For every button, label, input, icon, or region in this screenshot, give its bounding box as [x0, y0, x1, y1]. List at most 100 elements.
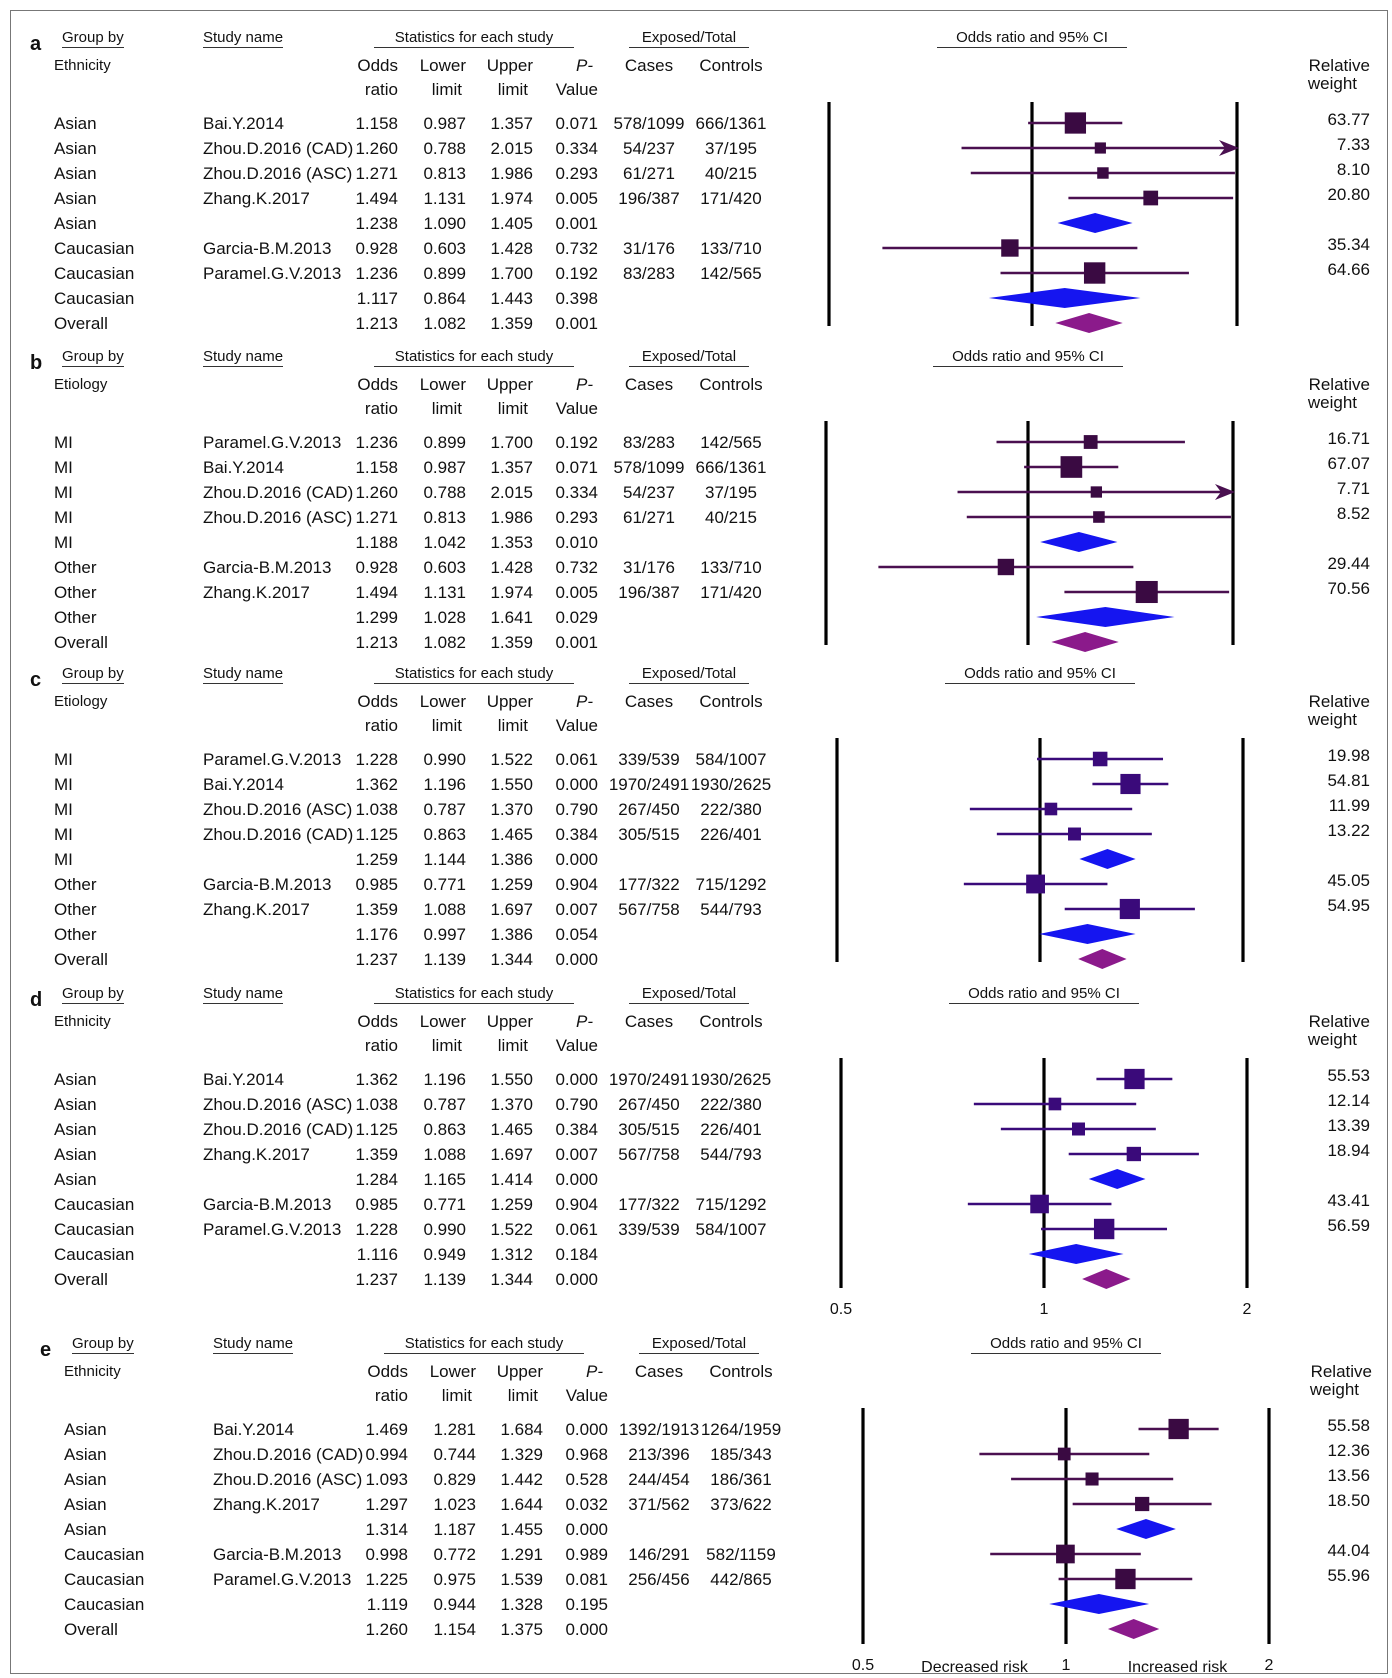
odds-ratio-cell: 1.117 [356, 289, 398, 308]
cases-cell: 305/515 [618, 825, 680, 844]
subtotal-diamond [1079, 849, 1136, 869]
relative-weight-cell: 13.39 [1327, 1116, 1370, 1135]
exposed-total-header: Exposed/Total [629, 349, 749, 367]
controls-cell: 1264/1959 [700, 1420, 782, 1439]
relative-weight-cell: 20.80 [1327, 185, 1370, 204]
p-value-cell: 0.061 [555, 1220, 598, 1239]
lower-limit-cell: 0.744 [433, 1445, 476, 1464]
lower-limit-cell: 0.788 [423, 483, 466, 502]
cases-cell: 146/291 [628, 1545, 690, 1564]
relative-weight-cell: 63.77 [1327, 110, 1370, 129]
controls-cell: 226/401 [700, 825, 762, 844]
odds-header: Odds [357, 375, 398, 394]
controls-cell: 185/343 [710, 1445, 772, 1464]
upper-limit-cell: 1.359 [490, 314, 533, 333]
odds-ratio-cell: 1.213 [355, 633, 398, 652]
group-cell: Caucasian [54, 1195, 135, 1214]
cases-cell: 54/237 [623, 483, 675, 502]
upper-limit-header: limit [497, 80, 528, 99]
relative-weight-cell: 55.53 [1327, 1066, 1370, 1085]
group-by-header: Group by [62, 985, 124, 1004]
study-marker [1119, 898, 1140, 920]
relative-weight-cell: 45.05 [1327, 871, 1370, 890]
forest-plot-d [839, 1058, 1249, 1289]
odds-ratio-cell: 1.188 [355, 533, 398, 552]
study-name-cell: Paramel.G.V.2013 [203, 264, 342, 283]
odds-header: Odds [357, 692, 398, 711]
relative-weight-cell: 54.95 [1327, 896, 1370, 915]
upper-limit-cell: 1.357 [490, 114, 533, 133]
group-cell: Asian [54, 189, 97, 208]
p-value-cell: 0.081 [565, 1570, 608, 1589]
relative-header: Relative [1310, 1362, 1372, 1381]
or-ci-header: Odds ratio and 95% CI [933, 349, 1123, 367]
upper-limit-cell: 1.370 [490, 800, 533, 819]
panel-letter: b [30, 352, 43, 374]
value-header: Value [555, 399, 598, 418]
group-cell: Other [54, 558, 97, 577]
controls-cell: 133/710 [700, 239, 762, 258]
lower-limit-cell: 1.131 [423, 189, 466, 208]
study-marker [1056, 1544, 1075, 1564]
statistics-header: Statistics for each study [374, 349, 574, 367]
value-header: Value [555, 80, 598, 99]
p-value-cell: 0.000 [555, 1170, 598, 1189]
p-value-cell: 0.000 [555, 950, 598, 969]
lower-limit-cell: 1.131 [423, 583, 466, 602]
controls-cell: 442/865 [710, 1570, 772, 1589]
upper-limit-cell: 1.522 [490, 1220, 533, 1239]
subtotal-diamond [1057, 213, 1133, 233]
p-value-cell: 0.001 [555, 314, 598, 333]
lower-limit-cell: 0.987 [423, 114, 466, 133]
upper-limit-cell: 1.291 [500, 1545, 543, 1564]
odds-ratio-cell: 1.236 [355, 264, 398, 283]
p-header: P- [576, 692, 593, 711]
upper-limit-header: limit [507, 1386, 538, 1405]
statistics-header: Statistics for each study [374, 986, 574, 1004]
odds-ratio-cell: 1.469 [365, 1420, 408, 1439]
p-value-cell: 0.061 [555, 750, 598, 769]
relative-weight-cell: 54.81 [1327, 771, 1370, 790]
p-value-cell: 0.184 [555, 1245, 598, 1264]
group-cell: Other [54, 875, 97, 894]
statistics-header: Statistics for each study [384, 1336, 584, 1354]
group-cell: Overall [64, 1620, 118, 1639]
controls-cell: 40/215 [705, 164, 757, 183]
cases-cell: 83/283 [623, 433, 675, 452]
weight-header: weight [1307, 1030, 1357, 1049]
odds-ratio-cell: 1.038 [355, 1095, 398, 1114]
group-cell: Asian [64, 1520, 107, 1539]
p-value-cell: 0.000 [565, 1620, 608, 1639]
subtotal-diamond [1036, 607, 1175, 627]
lower-limit-header: limit [431, 80, 462, 99]
relative-weight-cell: 18.50 [1327, 1491, 1370, 1510]
group-cell: Asian [54, 1170, 97, 1189]
upper-header: Upper [486, 56, 533, 75]
study-name-cell: Paramel.G.V.2013 [213, 1570, 352, 1589]
odds-ratio-cell: 1.225 [365, 1570, 408, 1589]
lower-limit-cell: 0.997 [423, 925, 466, 944]
lower-header: Lower [419, 56, 466, 75]
upper-limit-cell: 1.455 [500, 1520, 543, 1539]
group-label: Ethnicity [64, 1363, 121, 1380]
study-marker [1094, 142, 1106, 154]
axis-tick-label: 1 [1061, 1657, 1071, 1674]
study-marker [1093, 511, 1105, 523]
relative-weight-cell: 18.94 [1327, 1141, 1370, 1160]
upper-limit-cell: 1.986 [490, 508, 533, 527]
group-cell: Asian [64, 1445, 107, 1464]
lower-limit-cell: 0.990 [423, 750, 466, 769]
group-cell: MI [54, 433, 73, 452]
decreased-risk-label: Decreased risk [921, 1659, 1028, 1676]
controls-cell: 37/195 [705, 139, 757, 158]
cases-cell: 1970/2491 [608, 775, 690, 794]
group-cell: Other [54, 583, 97, 602]
study-name-cell: Garcia-B.M.2013 [203, 1195, 332, 1214]
lower-limit-cell: 1.088 [423, 900, 466, 919]
p-value-cell: 0.732 [555, 239, 598, 258]
cases-header: Cases [624, 375, 674, 394]
upper-limit-cell: 1.329 [500, 1445, 543, 1464]
study-name-header: Study name [203, 348, 284, 367]
upper-header: Upper [496, 1362, 543, 1381]
group-cell: Caucasian [54, 1245, 135, 1264]
